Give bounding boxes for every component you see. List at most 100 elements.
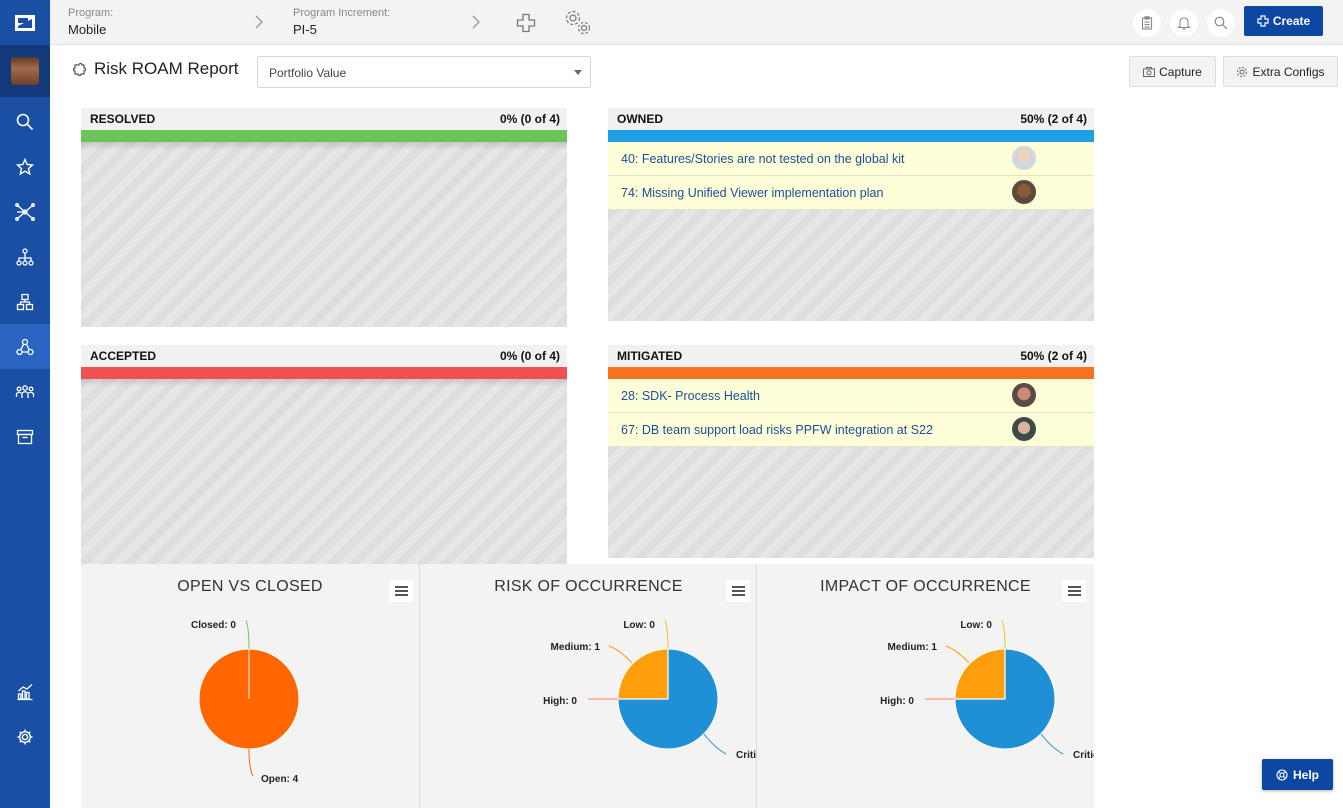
data-label: Medium: 1 xyxy=(888,642,938,653)
risk-link[interactable]: 40: Features/Stories are not tested on t… xyxy=(621,151,905,166)
program-selector[interactable]: Program: Mobile xyxy=(68,7,113,37)
chart-menu-icon[interactable] xyxy=(1062,580,1086,602)
roam-puzzle-icon xyxy=(72,62,87,77)
pi-value: PI-5 xyxy=(293,22,317,37)
user-avatar[interactable] xyxy=(0,45,50,97)
pie-chart-svg: Low: 0 Medium: 1 High: 0 Critical: 3 xyxy=(543,619,757,761)
app-logo-icon[interactable] xyxy=(0,0,50,45)
connector-line xyxy=(945,645,970,664)
connector-line xyxy=(664,619,669,650)
charts-area: OPEN VS CLOSED Closed: 0 Open: 4 RISK OF … xyxy=(81,564,1094,808)
risk-item[interactable]: 28: SDK- Process Health xyxy=(608,379,1094,413)
camera-icon xyxy=(1143,66,1156,77)
data-label: Open: 4 xyxy=(261,774,299,785)
add-icon xyxy=(1257,15,1269,27)
pie-slice-medium[interactable] xyxy=(617,648,669,700)
divider xyxy=(419,564,420,808)
roam-icon[interactable] xyxy=(0,324,50,369)
pi-selector[interactable]: Program Increment: PI-5 xyxy=(293,7,390,37)
owner-avatar xyxy=(1012,383,1036,407)
pie-slice-critical[interactable] xyxy=(954,648,1056,750)
panel-header: RESOLVED 0% (0 of 4) xyxy=(81,108,567,130)
search-icon[interactable] xyxy=(0,99,50,144)
search-icon[interactable] xyxy=(1207,9,1235,37)
create-button[interactable]: Create xyxy=(1244,6,1323,36)
pie-slice-critical[interactable] xyxy=(617,648,719,750)
reports-icon[interactable] xyxy=(0,669,50,714)
status-color-bar xyxy=(81,367,567,379)
chart-title: IMPACT OF OCCURRENCE xyxy=(820,578,1031,595)
add-icon[interactable] xyxy=(516,13,536,38)
clipboard-icon[interactable] xyxy=(1133,9,1161,37)
panel-stat: 0% (0 of 4) xyxy=(499,112,560,126)
resolved-panel: RESOLVED 0% (0 of 4) xyxy=(81,108,567,327)
owner-avatar xyxy=(1012,180,1036,204)
risk-item[interactable]: 74: Missing Unified Viewer implementatio… xyxy=(608,176,1094,210)
hierarchy-icon[interactable] xyxy=(0,234,50,279)
capture-label: Capture xyxy=(1159,64,1202,79)
archive-icon[interactable] xyxy=(0,414,50,459)
owner-avatar xyxy=(1012,146,1036,170)
pie-chart-svg: Closed: 0 Open: 4 xyxy=(191,619,300,785)
connector-line xyxy=(245,619,250,650)
data-label: High: 0 xyxy=(880,696,914,707)
capture-button[interactable]: Capture xyxy=(1129,56,1216,87)
sidebar xyxy=(0,0,50,808)
help-icon xyxy=(1276,768,1288,781)
data-label: Low: 0 xyxy=(623,620,655,631)
open-vs-closed-chart: OPEN VS CLOSED Closed: 0 Open: 4 xyxy=(81,564,419,808)
portfolio-value-dropdown[interactable]: Portfolio Value xyxy=(257,56,591,88)
help-button[interactable]: Help xyxy=(1262,759,1333,790)
pie-slice-medium[interactable] xyxy=(954,648,1006,700)
connector-line xyxy=(1001,619,1006,650)
data-label: Critical: 3 xyxy=(1073,750,1094,761)
extra-configs-button[interactable]: Extra Configs xyxy=(1223,56,1338,87)
mitigated-panel: MITIGATED 50% (2 of 4) 28: SDK- Process … xyxy=(608,345,1094,558)
gears-icon[interactable] xyxy=(563,8,595,43)
program-value: Mobile xyxy=(68,22,107,37)
teams-icon[interactable] xyxy=(0,369,50,414)
pie-chart-svg: Low: 0 Medium: 1 High: 0 Critical: 3 xyxy=(880,619,1094,761)
panel-title: RESOLVED xyxy=(90,112,156,126)
divider xyxy=(756,564,757,808)
data-label: Critical: 3 xyxy=(736,750,757,761)
owned-panel: OWNED 50% (2 of 4) 40: Features/Stories … xyxy=(608,108,1094,321)
extra-configs-label: Extra Configs xyxy=(1252,64,1325,79)
data-label: Medium: 1 xyxy=(551,642,601,653)
program-label: Program: xyxy=(68,7,114,19)
status-color-bar xyxy=(608,367,1094,379)
risk-link[interactable]: 67: DB team support load risks PPFW inte… xyxy=(621,422,933,437)
risk-link[interactable]: 28: SDK- Process Health xyxy=(621,388,760,403)
panel-drop-area[interactable] xyxy=(608,447,1094,558)
dropdown-value: Portfolio Value xyxy=(269,66,347,80)
risk-item[interactable]: 67: DB team support load risks PPFW inte… xyxy=(608,413,1094,447)
connector-line xyxy=(248,748,254,777)
panel-title: MITIGATED xyxy=(617,349,683,363)
pi-label: Program Increment: xyxy=(293,7,391,19)
create-label: Create xyxy=(1272,14,1311,28)
data-label: High: 0 xyxy=(543,696,577,707)
panel-stat: 0% (0 of 4) xyxy=(499,349,560,363)
help-label: Help xyxy=(1292,767,1319,782)
chart-menu-icon[interactable] xyxy=(389,580,413,602)
panel-header: OWNED 50% (2 of 4) xyxy=(608,108,1094,130)
panel-drop-area[interactable] xyxy=(608,210,1094,321)
status-color-bar xyxy=(81,130,567,142)
star-icon[interactable] xyxy=(0,144,50,189)
panel-drop-area[interactable] xyxy=(81,142,567,327)
status-color-bar xyxy=(608,130,1094,142)
owner-avatar xyxy=(1012,417,1036,441)
blocks-icon[interactable] xyxy=(0,279,50,324)
chevron-right-icon xyxy=(254,14,264,35)
panel-header: MITIGATED 50% (2 of 4) xyxy=(608,345,1094,367)
page-title: Risk ROAM Report xyxy=(94,59,239,78)
risk-link[interactable]: 74: Missing Unified Viewer implementatio… xyxy=(621,185,884,200)
network-icon[interactable] xyxy=(0,189,50,234)
chevron-right-icon xyxy=(471,14,481,35)
bell-icon[interactable] xyxy=(1170,9,1198,37)
panel-drop-area[interactable] xyxy=(81,379,567,564)
chart-menu-icon[interactable] xyxy=(726,580,750,602)
settings-icon[interactable] xyxy=(0,714,50,759)
panel-stat: 50% (2 of 4) xyxy=(1020,349,1087,363)
risk-item[interactable]: 40: Features/Stories are not tested on t… xyxy=(608,142,1094,176)
